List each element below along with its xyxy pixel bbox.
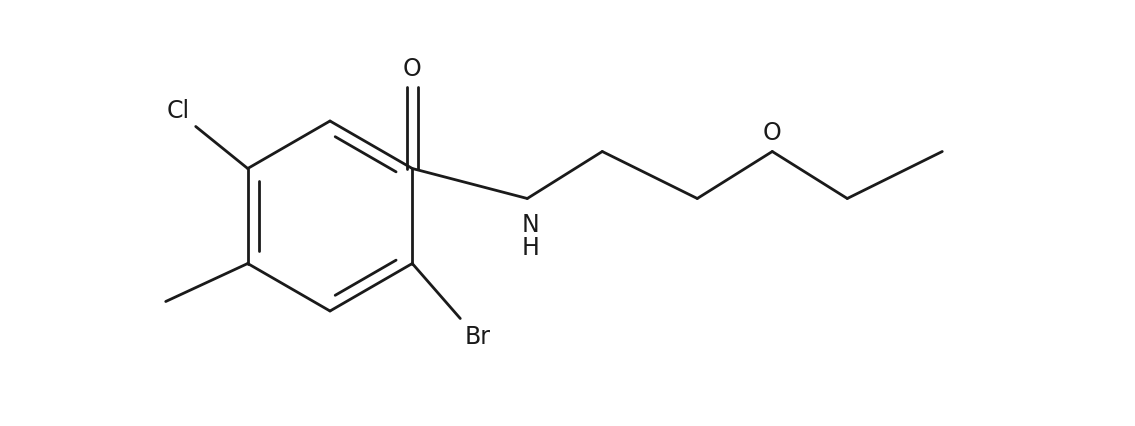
Text: O: O	[763, 121, 782, 145]
Text: O: O	[403, 56, 421, 81]
Text: Br: Br	[464, 325, 490, 349]
Text: Cl: Cl	[167, 99, 190, 123]
Text: N
H: N H	[521, 213, 539, 259]
